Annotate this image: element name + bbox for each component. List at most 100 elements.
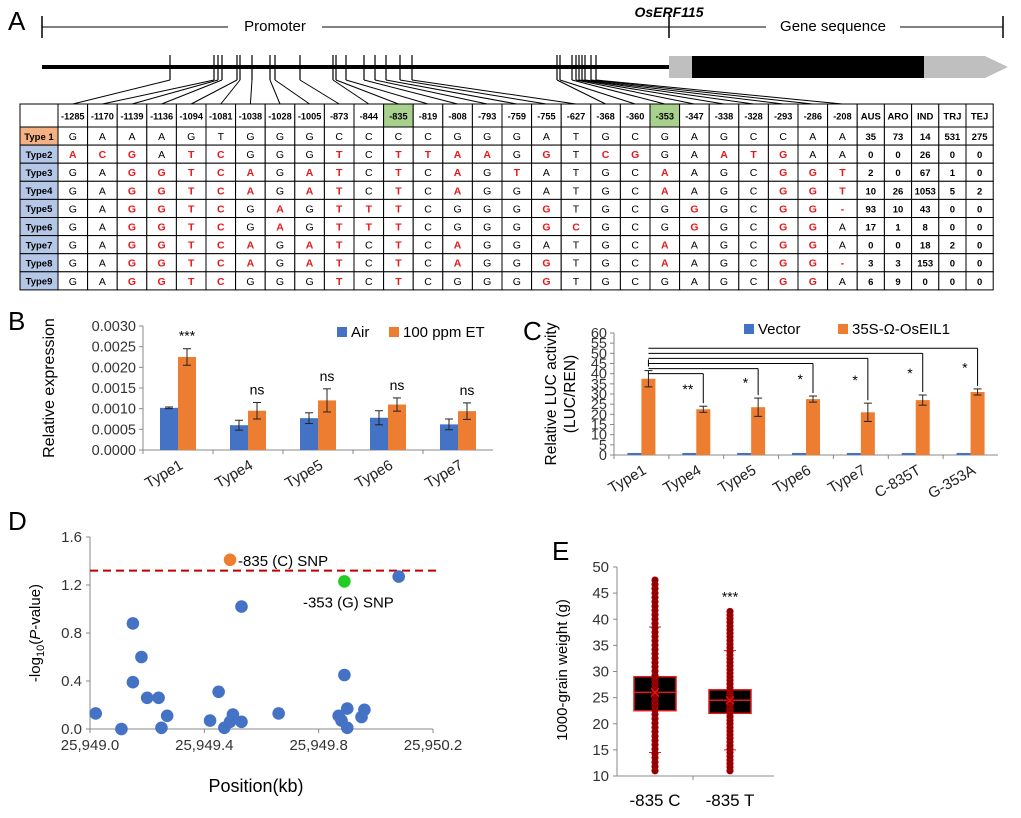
base-letter: G [158, 276, 166, 288]
panel-letter: E [552, 536, 569, 566]
base-letter: A [247, 185, 255, 197]
x-tick-label: G-353A [925, 462, 978, 503]
base-letter: G [483, 240, 491, 252]
base-letter: C [750, 276, 758, 288]
base-letter: C [424, 203, 432, 215]
base-letter: G [483, 185, 491, 197]
base-letter: A [839, 131, 846, 143]
population-count: 3 [895, 259, 900, 270]
base-letter: G [246, 149, 254, 161]
base-letter: G [602, 276, 610, 288]
base-letter: G [779, 240, 787, 252]
base-letter: A [543, 185, 550, 197]
type-name: Type6 [26, 222, 53, 233]
base-letter: G [720, 185, 728, 197]
position-header: -759 [508, 112, 526, 122]
snp-connector [299, 79, 340, 105]
population-count: 6 [868, 277, 873, 288]
base-letter: G [661, 203, 669, 215]
base-letter: T [366, 203, 373, 215]
base-letter: G [158, 167, 166, 179]
snp-connector [374, 79, 488, 105]
population-header: ARO [887, 112, 908, 123]
y-tick-label: 10 [591, 428, 607, 444]
type-name: Type8 [26, 259, 53, 270]
base-letter: C [365, 276, 373, 288]
mean-marker [650, 687, 660, 697]
base-letter: G [809, 222, 817, 234]
snp-connector [578, 79, 725, 105]
base-letter: T [336, 276, 343, 288]
population-count: 0 [895, 168, 900, 179]
base-letter: A [454, 185, 462, 197]
base-letter: T [573, 131, 580, 143]
type-name: Type3 [26, 168, 53, 179]
y-axis-title: -log10(P-value) [27, 584, 47, 682]
panel-b-expression-chart: B 0.0000 0.0005 0.0010 0.0015 0.0020 0.0025 0.0… [8, 306, 493, 492]
base-letter: A [306, 185, 314, 197]
base-letter: C [424, 167, 432, 179]
population-count: 0 [977, 259, 982, 270]
base-letter: G [276, 276, 284, 288]
snp-connector [559, 79, 636, 105]
base-letter: T [336, 240, 343, 252]
bar [318, 400, 336, 450]
base-letter: - [841, 258, 845, 270]
base-letter: C [365, 185, 373, 197]
y-tick-label: 35 [592, 637, 609, 654]
snp-connector [335, 79, 399, 105]
position-header: -208 [833, 112, 851, 122]
panel-letter: C [523, 316, 542, 346]
y-tick-label: 55 [591, 336, 607, 352]
population-count: 2 [950, 241, 955, 252]
population-count: 0 [977, 223, 982, 234]
base-letter: C [631, 276, 639, 288]
base-letter: C [217, 203, 225, 215]
base-letter: A [839, 240, 846, 252]
base-letter: C [217, 276, 225, 288]
population-count: 26 [920, 150, 931, 161]
base-letter: C [424, 258, 432, 270]
base-letter: G [720, 240, 728, 252]
population-header: IND [917, 112, 934, 123]
x-tick-label: Type5 [282, 457, 326, 492]
base-letter: A [661, 240, 669, 252]
base-letter: G [128, 167, 136, 179]
x-tick-label: -835 T [706, 791, 755, 810]
base-letter: G [513, 276, 521, 288]
base-letter: G [483, 203, 491, 215]
population-count: 2 [977, 186, 982, 197]
base-letter: G [661, 131, 669, 143]
base-letter: G [128, 258, 136, 270]
base-letter: C [217, 167, 225, 179]
snp-point [235, 715, 248, 729]
highlighted-snp-point [338, 575, 351, 588]
population-header: AUS [861, 112, 881, 123]
bar [682, 452, 697, 455]
bar [737, 452, 752, 455]
base-letter: T [336, 149, 343, 161]
base-letter: G [809, 203, 817, 215]
position-header: -1005 [298, 112, 322, 122]
base-letter: T [573, 258, 580, 270]
snp-connector [345, 79, 429, 105]
snp-connector [575, 79, 695, 105]
utr-5 [669, 56, 693, 78]
base-letter: T [514, 167, 521, 179]
base-letter: A [543, 167, 550, 179]
snp-connector [269, 79, 281, 105]
base-letter: G [306, 131, 314, 143]
snp-point [340, 721, 354, 735]
base-letter: C [750, 185, 758, 197]
y-tick-label: 50 [591, 346, 607, 362]
base-letter: A [720, 149, 728, 161]
base-letter: C [602, 149, 610, 161]
base-letter: A [99, 185, 106, 197]
population-count: 1 [895, 223, 901, 234]
population-count: 0 [977, 241, 982, 252]
population-count: 0 [977, 204, 982, 215]
y-tick-label: 20 [592, 716, 609, 733]
population-count: 73 [893, 132, 904, 143]
